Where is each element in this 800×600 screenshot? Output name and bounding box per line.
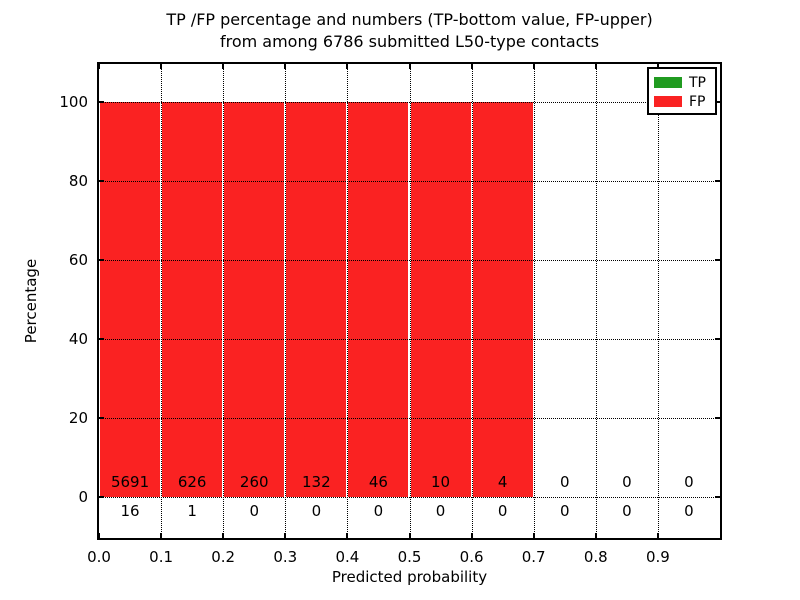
tp-count-label: 0	[559, 501, 570, 520]
fp-count-label: 132	[302, 472, 331, 491]
x-tick-mark	[160, 64, 163, 69]
fp-count-label: 626	[177, 472, 207, 491]
x-tick-label: 0.8	[583, 548, 608, 566]
x-tick-mark	[346, 533, 349, 538]
x-tick-mark	[284, 64, 287, 69]
x-tick-mark	[470, 533, 473, 538]
fp-count-label: 5691	[110, 472, 150, 491]
fp-bar	[410, 101, 471, 497]
v-gridline	[223, 64, 225, 538]
chart-title: TP /FP percentage and numbers (TP-bottom…	[97, 9, 722, 53]
y-tick-label: 100	[59, 92, 88, 111]
tp-count-label: 0	[684, 501, 694, 520]
x-tick-label: 0.1	[149, 548, 174, 566]
x-tick-mark	[408, 64, 411, 69]
v-gridline	[657, 64, 659, 538]
fp-bar	[100, 101, 161, 497]
x-tick-mark	[98, 64, 100, 69]
v-gridline	[285, 64, 287, 538]
x-tick-mark	[532, 64, 535, 69]
fp-count-label: 0	[684, 472, 694, 491]
legend-label: FP	[689, 93, 706, 110]
y-tick-mark	[99, 100, 104, 103]
y-tick-label: 40	[68, 329, 88, 348]
fp-legend-swatch-icon	[654, 96, 682, 107]
legend-label: TP	[689, 74, 706, 91]
y-tick-mark	[715, 416, 720, 419]
y-tick-mark	[715, 337, 720, 340]
legend: TP FP	[647, 67, 717, 115]
x-tick-mark	[594, 64, 597, 69]
x-tick-label: 0.4	[335, 548, 360, 566]
x-tick-label: 0.3	[273, 548, 298, 566]
y-tick-mark	[99, 416, 104, 419]
x-tick-label: 0.7	[521, 548, 546, 566]
tp-count-label: 0	[435, 501, 446, 520]
chart-title-line1: TP /FP percentage and numbers (TP-bottom…	[166, 10, 653, 29]
y-tick-mark	[715, 495, 720, 498]
fp-bar	[162, 101, 223, 497]
legend-entry: TP	[654, 73, 710, 92]
x-tick-mark	[470, 64, 473, 69]
v-gridline	[595, 64, 597, 538]
x-tick-mark	[594, 533, 597, 538]
plot-area: 5691 16 626 1 260 0 132 0 46 0 10 0 4 0 0 0 0 0 0 0 TP FP	[97, 62, 722, 540]
tp-count-label: 1	[187, 501, 197, 520]
x-tick-label: 0.2	[211, 548, 236, 566]
v-gridline	[533, 64, 535, 538]
y-tick-mark	[715, 100, 720, 103]
v-gridline	[471, 64, 473, 538]
x-tick-label: 0.9	[645, 548, 670, 566]
fp-bar	[224, 101, 285, 497]
fp-count-label: 0	[622, 472, 632, 491]
x-tick-mark	[346, 64, 349, 69]
y-tick-mark	[715, 179, 720, 182]
x-tick-mark	[656, 64, 659, 69]
y-tick-mark	[99, 337, 104, 340]
fp-bar	[286, 101, 347, 497]
y-tick-mark	[715, 258, 720, 261]
fp-count-label: 260	[239, 472, 269, 491]
fp-count-label: 46	[368, 472, 388, 491]
x-axis-label: Predicted probability	[331, 568, 488, 586]
v-gridline	[347, 64, 349, 538]
tp-legend-swatch-icon	[654, 77, 682, 88]
fp-bar	[348, 101, 409, 497]
tp-count-label: 16	[120, 501, 140, 520]
tp-count-label: 0	[622, 501, 632, 520]
x-tick-mark	[532, 533, 535, 538]
legend-entry: FP	[654, 92, 710, 111]
chart-title-line2: from among 6786 submitted L50-type conta…	[219, 32, 600, 51]
y-tick-label: 0	[78, 487, 88, 506]
x-tick-label: 0.5	[397, 548, 422, 566]
fp-count-label: 0	[559, 472, 570, 491]
fp-count-label: 10	[431, 472, 451, 491]
x-tick-mark	[222, 64, 225, 69]
v-gridline	[161, 64, 163, 538]
x-tick-mark	[160, 533, 163, 538]
x-tick-label: 0.0	[87, 548, 111, 566]
x-tick-mark	[98, 533, 100, 538]
tp-count-label: 0	[497, 501, 508, 520]
y-tick-label: 20	[68, 408, 88, 427]
x-tick-mark	[222, 533, 225, 538]
fp-count-label: 4	[497, 472, 508, 491]
y-tick-mark	[99, 495, 104, 498]
x-tick-mark	[656, 533, 659, 538]
tp-count-label: 0	[373, 501, 384, 520]
y-tick-label: 80	[68, 171, 88, 190]
x-tick-mark	[408, 533, 411, 538]
y-tick-mark	[99, 258, 104, 261]
x-tick-mark	[284, 533, 287, 538]
fp-bar	[472, 101, 533, 497]
x-tick-label: 0.6	[459, 548, 484, 566]
tp-count-label: 0	[311, 501, 322, 520]
y-tick-label: 60	[68, 250, 88, 269]
y-tick-mark	[99, 179, 104, 182]
tp-count-label: 0	[249, 501, 260, 520]
v-gridline	[409, 64, 411, 538]
